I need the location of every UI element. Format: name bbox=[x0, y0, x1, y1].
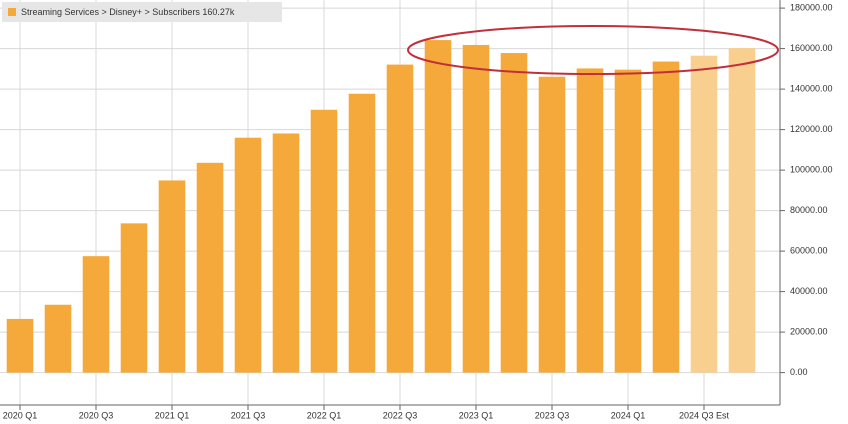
y-tick-label: 80000.00 bbox=[790, 205, 828, 215]
bar bbox=[158, 180, 186, 373]
x-tick-label: 2021 Q3 bbox=[231, 410, 266, 420]
x-tick-label: 2024 Q3 Est bbox=[679, 410, 730, 420]
x-tick-label: 2022 Q1 bbox=[307, 410, 342, 420]
x-tick-label: 2021 Q1 bbox=[155, 410, 190, 420]
y-tick-label: 40000.00 bbox=[790, 286, 828, 296]
legend-swatch bbox=[8, 8, 16, 16]
y-tick-label: 0.00 bbox=[790, 367, 808, 377]
bar bbox=[690, 55, 718, 373]
x-tick-label: 2024 Q1 bbox=[611, 410, 646, 420]
bar bbox=[538, 76, 566, 373]
legend-text: Streaming Services > Disney+ > Subscribe… bbox=[21, 7, 235, 17]
bar bbox=[196, 162, 224, 373]
x-tick-label: 2023 Q3 bbox=[535, 410, 570, 420]
x-tick-label: 2023 Q1 bbox=[459, 410, 494, 420]
bar bbox=[500, 53, 528, 373]
x-tick-label: 2022 Q3 bbox=[383, 410, 418, 420]
y-tick-label: 20000.00 bbox=[790, 326, 828, 336]
bar bbox=[348, 93, 376, 373]
bar bbox=[120, 223, 148, 373]
bar bbox=[614, 69, 642, 373]
bar bbox=[6, 318, 34, 373]
legend-box bbox=[2, 2, 282, 22]
bar bbox=[386, 64, 414, 373]
bar bbox=[82, 256, 110, 373]
x-tick-label: 2020 Q3 bbox=[79, 410, 114, 420]
bar bbox=[310, 109, 338, 373]
highlight-ellipse bbox=[407, 25, 779, 75]
bar bbox=[576, 68, 604, 373]
y-tick-label: 140000.00 bbox=[790, 83, 833, 93]
bar bbox=[234, 137, 262, 373]
y-tick-label: 100000.00 bbox=[790, 164, 833, 174]
y-tick-label: 180000.00 bbox=[790, 2, 833, 12]
bar bbox=[462, 44, 490, 373]
y-tick-label: 120000.00 bbox=[790, 124, 833, 134]
y-tick-label: 60000.00 bbox=[790, 245, 828, 255]
y-tick-label: 160000.00 bbox=[790, 43, 833, 53]
bar bbox=[728, 48, 756, 373]
x-tick-label: 2020 Q1 bbox=[3, 410, 38, 420]
bar bbox=[424, 40, 452, 373]
bar bbox=[44, 304, 72, 373]
bar bbox=[652, 61, 680, 373]
bar bbox=[272, 133, 300, 373]
